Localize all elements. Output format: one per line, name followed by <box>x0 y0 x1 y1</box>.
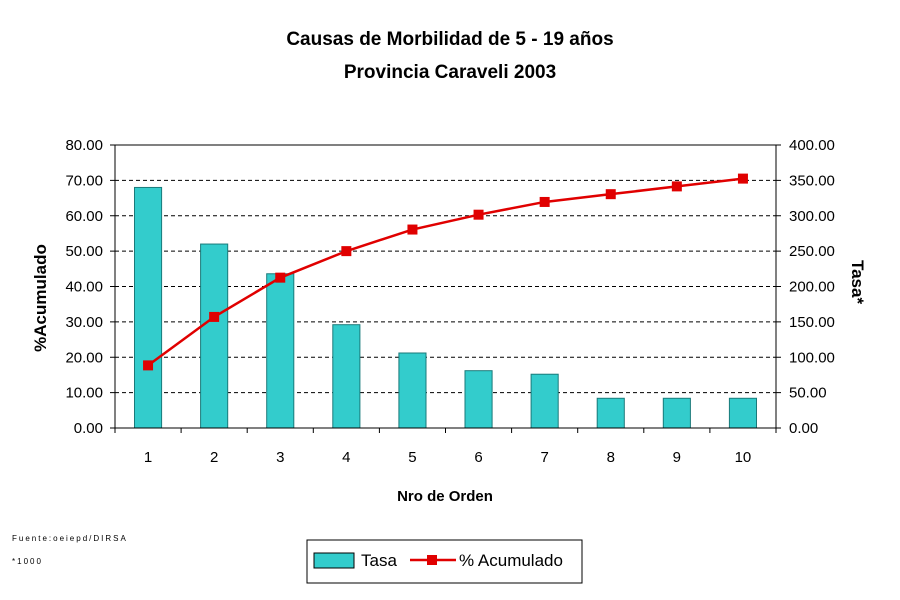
acumulado-line <box>147 177 744 367</box>
chart-subtitle: Provincia Caraveli 2003 <box>344 62 556 83</box>
x-tick-label: 6 <box>474 449 482 466</box>
right-tick-label: 150.00 <box>789 314 835 331</box>
grid-lines <box>115 179 776 394</box>
bar <box>596 397 625 429</box>
right-tick-label: 250.00 <box>789 243 835 260</box>
left-tick-label: 60.00 <box>65 208 103 225</box>
line-series <box>143 173 748 371</box>
left-tick-label: 30.00 <box>65 314 103 331</box>
left-tick-label: 20.00 <box>65 349 103 366</box>
acumulado-point <box>671 181 682 192</box>
chart-title: Causas de Morbilidad de 5 - 19 años <box>286 29 613 50</box>
left-tick-label: 40.00 <box>65 279 103 296</box>
bar <box>133 186 163 429</box>
bar <box>398 352 427 429</box>
bar <box>530 373 559 429</box>
x-axis-title: Nro de Orden <box>397 488 493 505</box>
x-tick-label: 8 <box>607 449 615 466</box>
bar <box>662 397 691 429</box>
x-tick-label: 1 <box>144 449 152 466</box>
acumulado-point <box>539 196 550 207</box>
left-tick-label: 10.00 <box>65 385 103 402</box>
x-tick-label: 7 <box>540 449 548 466</box>
bar-series <box>133 186 758 429</box>
right-tick-label: 350.00 <box>789 172 835 189</box>
left-axis-title: %Acumulado <box>31 244 50 352</box>
left-tick-label: 80.00 <box>65 137 103 154</box>
acumulado-point <box>341 246 352 257</box>
acumulado-point <box>605 189 616 200</box>
acumulado-point <box>275 272 286 283</box>
legend-marker-acumulado <box>427 555 437 565</box>
acumulado-point <box>737 173 748 184</box>
right-axis-ticks: 0.00 50.00 100.00 150.00 200.00 250.00 300.00 3… <box>776 137 835 437</box>
x-tick-label: 5 <box>408 449 416 466</box>
acumulado-point <box>473 209 484 220</box>
bar <box>266 273 295 429</box>
bar <box>464 370 493 429</box>
legend-label-tasa: Tasa <box>361 551 397 570</box>
source-note: Fuente:oeiepd/DIRSA <box>12 534 128 543</box>
left-tick-label: 0.00 <box>74 420 103 437</box>
x-axis-ticks: 1 2 3 4 5 6 7 8 9 10 <box>114 428 777 466</box>
scale-note: *1000 <box>12 557 43 566</box>
legend-label-acumulado: % Acumulado <box>459 551 563 570</box>
x-tick-label: 4 <box>342 449 350 466</box>
right-tick-label: 300.00 <box>789 208 835 225</box>
x-tick-label: 9 <box>673 449 681 466</box>
right-axis-title: Tasa* <box>848 260 867 304</box>
x-tick-label: 10 <box>735 449 752 466</box>
right-tick-label: 100.00 <box>789 349 835 366</box>
left-tick-label: 70.00 <box>65 172 103 189</box>
right-tick-label: 0.00 <box>789 420 818 437</box>
legend-swatch-tasa <box>313 552 355 569</box>
acumulado-point <box>407 224 418 235</box>
right-tick-label: 50.00 <box>789 385 827 402</box>
legend: Tasa % Acumulado <box>306 539 583 584</box>
acumulado-point <box>209 311 220 322</box>
x-tick-label: 3 <box>276 449 284 466</box>
left-axis-ticks: 0.00 10.00 20.00 30.00 40.00 50.00 60.00 70.00 8… <box>65 137 115 437</box>
right-tick-label: 200.00 <box>789 279 835 296</box>
bar <box>728 397 758 429</box>
bar <box>200 243 229 429</box>
acumulado-point <box>143 360 154 371</box>
bar <box>332 324 361 429</box>
x-tick-label: 2 <box>210 449 218 466</box>
left-tick-label: 50.00 <box>65 243 103 260</box>
right-tick-label: 400.00 <box>789 137 835 154</box>
